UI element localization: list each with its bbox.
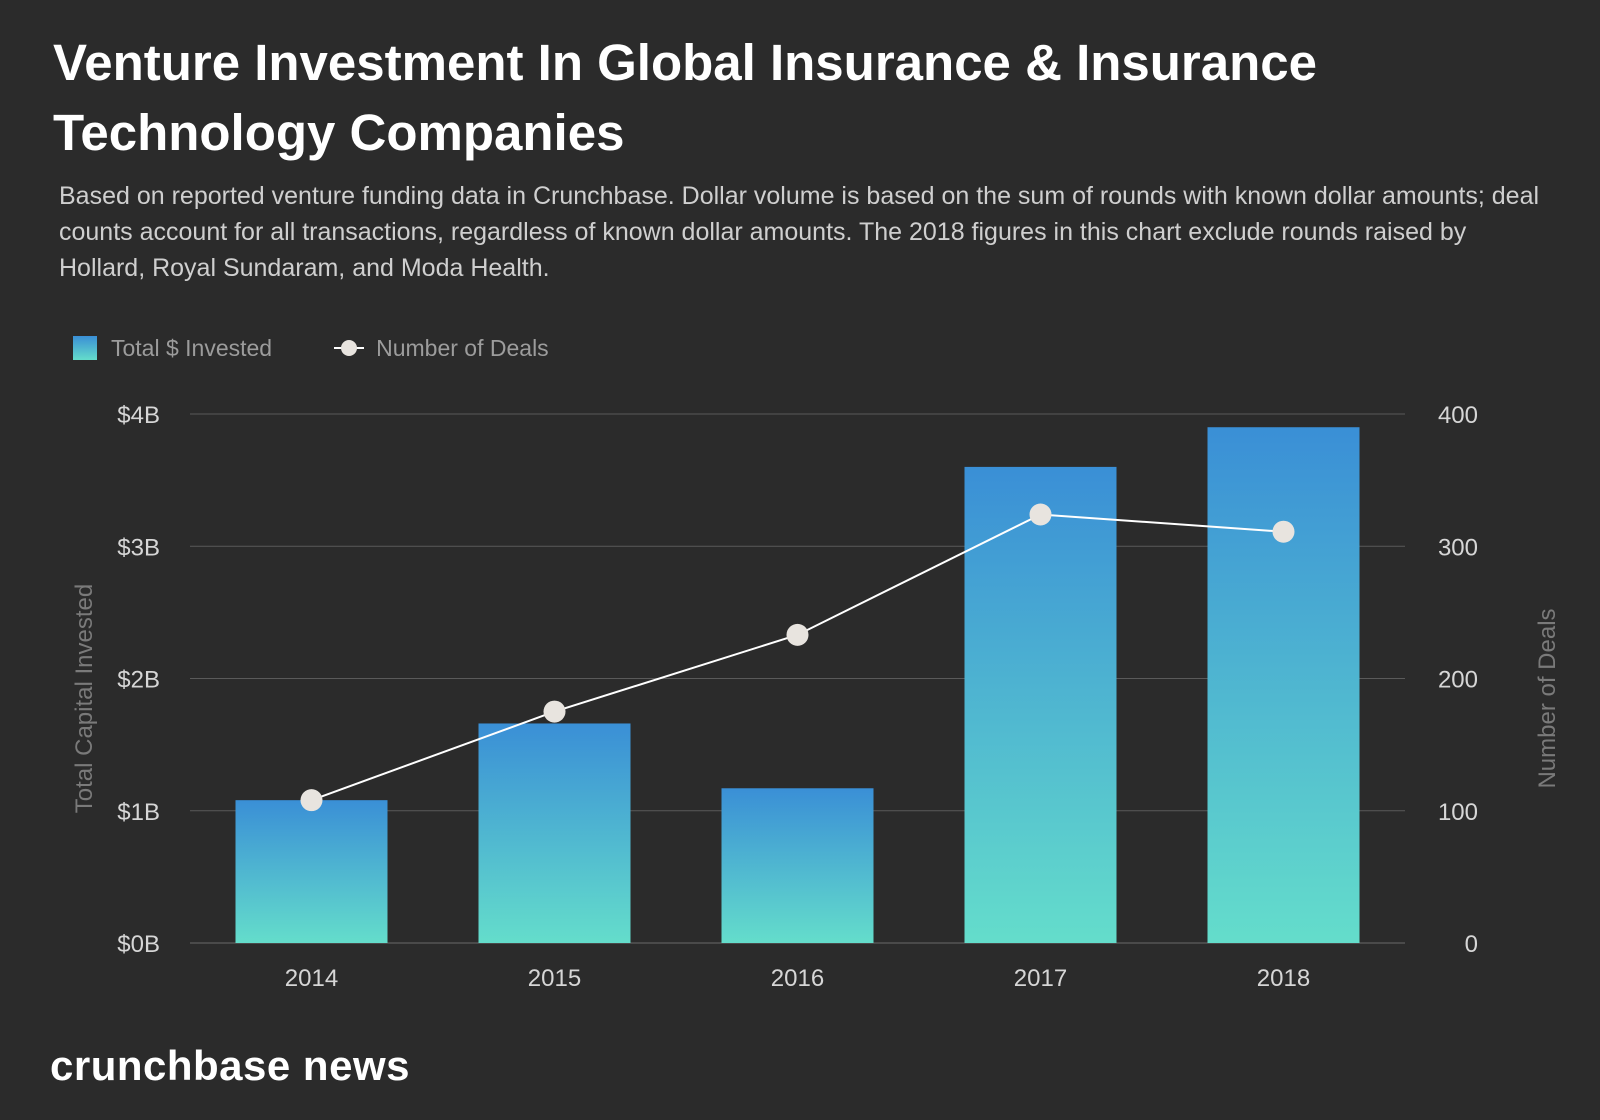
x-tick-label: 2016 [771, 965, 824, 992]
left-axis-ticks: $0B $1B $2B $3B $4B [117, 402, 160, 958]
brand-logo: crunchbase news [50, 1042, 410, 1089]
y-axis-left-title: Total Capital Invested [71, 584, 98, 813]
legend-bars-label: Total $ Invested [111, 334, 273, 361]
bar-2014 [235, 800, 388, 943]
chart-subtitle: Based on reported venture funding data i… [59, 182, 1540, 282]
deal-point-2017 [1029, 503, 1052, 526]
legend-line-label: Number of Deals [376, 334, 549, 361]
x-tick-label: 2015 [528, 965, 581, 992]
left-tick-label: $0B [117, 931, 160, 958]
right-tick-label: 300 [1438, 534, 1478, 561]
deals-line [300, 503, 1295, 812]
right-tick-label: 0 [1465, 931, 1478, 958]
legend-item-line: Number of Deals [334, 335, 549, 362]
chart-title: Venture Investment In Global Insurance &… [53, 34, 1318, 161]
deal-point-2016 [786, 623, 809, 646]
right-tick-label: 200 [1438, 667, 1478, 694]
x-tick-label: 2014 [285, 965, 338, 992]
deals-line-path [311, 513, 1284, 802]
bars [235, 427, 1360, 944]
x-axis-ticks: 2014 2015 2016 2017 2018 [285, 965, 1310, 992]
left-tick-label: $2B [117, 667, 160, 694]
bar-2016 [721, 788, 874, 943]
bar-2015 [478, 723, 631, 943]
legend: Total $ Invested Number of Deals [73, 330, 611, 366]
x-tick-label: 2017 [1014, 965, 1067, 992]
line-marker-icon [334, 340, 365, 356]
bar-2017 [964, 466, 1117, 943]
deal-point-2018 [1272, 520, 1295, 543]
left-tick-label: $4B [117, 402, 160, 429]
bar-swatch-icon [73, 336, 97, 360]
bar-2018 [1207, 427, 1360, 944]
y-axis-right-title: Number of Deals [1534, 608, 1561, 788]
deal-point-2015 [543, 700, 566, 723]
left-tick-label: $3B [117, 534, 160, 561]
deal-point-2014 [300, 789, 323, 812]
right-tick-label: 100 [1438, 799, 1478, 826]
right-axis-ticks: 0 100 200 300 400 [1438, 402, 1478, 958]
legend-item-bars: Total $ Invested [73, 335, 272, 362]
left-tick-label: $1B [117, 799, 160, 826]
x-tick-label: 2018 [1257, 965, 1310, 992]
right-tick-label: 400 [1438, 402, 1478, 429]
